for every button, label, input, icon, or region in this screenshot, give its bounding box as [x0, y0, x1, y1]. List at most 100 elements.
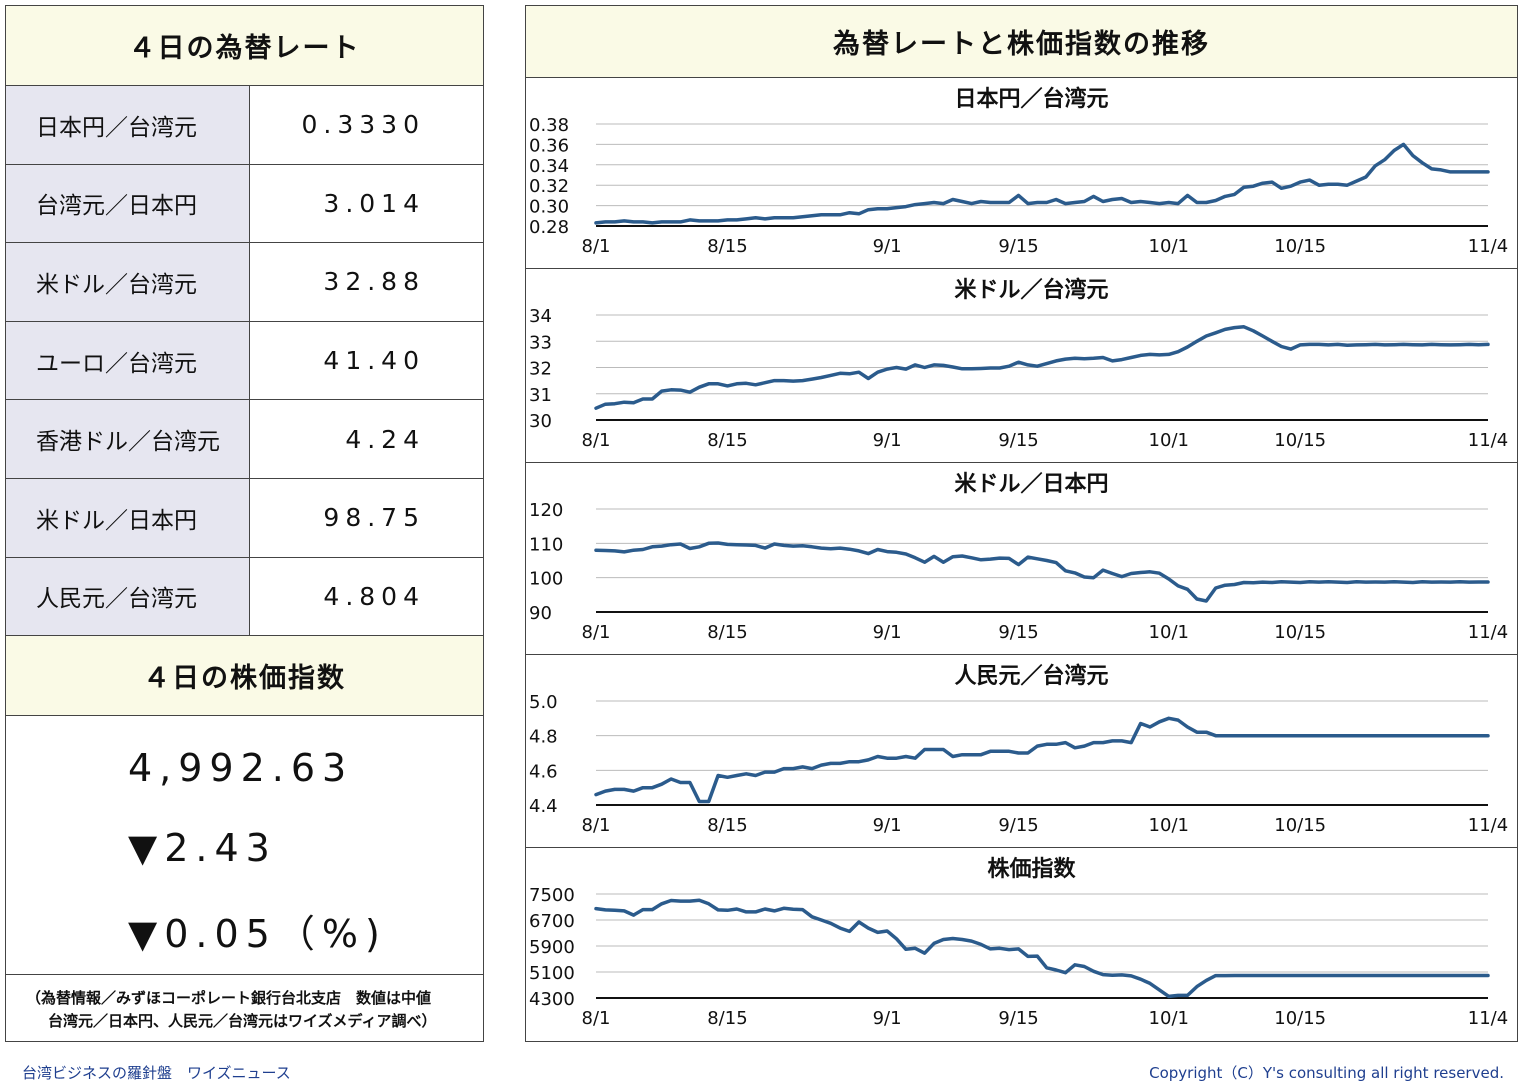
y-tick-label: 4300 [529, 989, 575, 1010]
x-tick-label: 8/15 [707, 236, 747, 257]
y-tick-label: 120 [529, 500, 563, 521]
chart-5: 株価指数 7500 6700 5900 5100 4300 8/1 8/15 9/1 9/15 10… [526, 848, 1517, 1041]
x-tick-label: 10/1 [1149, 815, 1189, 836]
rate-label: 米ドル／台湾元 [6, 243, 250, 321]
x-tick-label: 9/1 [873, 1008, 902, 1029]
x-tick-label: 8/15 [707, 1008, 747, 1029]
rate-row: 米ドル／日本円 98.75 [6, 478, 483, 558]
x-tick-label: 8/1 [582, 430, 611, 451]
x-tick-label: 10/15 [1274, 430, 1326, 451]
chart-3: 米ドル／日本円 120 110 100 90 8/1 8/15 9/1 9/15 10/1 10/1… [526, 463, 1517, 655]
x-tick-label: 9/15 [998, 430, 1038, 451]
y-tick-label: 5.0 [529, 692, 558, 713]
rate-row: 日本円／台湾元 0.3330 [6, 86, 483, 165]
y-tick-label: 90 [529, 603, 552, 624]
y-tick-label: 100 [529, 569, 563, 590]
x-tick-label: 8/1 [582, 622, 611, 643]
stock-body: 4,992.63 ▼2.43 ▼0.05（%) [6, 716, 483, 976]
rates-title: ４日の為替レート [6, 6, 483, 86]
series-line [594, 541, 1490, 603]
rates-panel: ４日の為替レート 日本円／台湾元 0.3330 台湾元／日本円 3.014 米ドル／台湾… [5, 5, 484, 1042]
x-tick-label: 9/15 [998, 236, 1038, 257]
x-tick-label: 8/1 [582, 236, 611, 257]
rate-value: 4.804 [323, 581, 425, 611]
x-tick-label: 10/1 [1149, 430, 1189, 451]
stock-change: ▼2.43 [128, 826, 277, 871]
rate-label: 台湾元／日本円 [6, 164, 250, 243]
y-tick-label: 0.36 [529, 135, 569, 156]
rate-row: ユーロ／台湾元 41.40 [6, 321, 483, 401]
stock-index-value: 4,992.63 [128, 746, 354, 791]
chart-svg: 米ドル／台湾元 34 33 32 31 30 8/1 8/15 9/1 9/15 10/1 10/15… [529, 277, 1508, 451]
rate-label: 米ドル／日本円 [6, 478, 250, 557]
source-note-line2: 台湾元／日本円、人民元／台湾元はワイズメディア調べ） [48, 1012, 437, 1031]
stock-change-pct: ▼0.05（%) [128, 912, 387, 957]
y-tick-label: 6700 [529, 911, 575, 932]
footer-brand: 台湾ビジネスの羅針盤 ワイズニュース [22, 1064, 291, 1082]
y-tick-label: 0.28 [529, 217, 569, 238]
y-tick-label: 4.6 [529, 761, 558, 782]
x-tick-label: 9/15 [998, 1008, 1038, 1029]
series-line [594, 325, 1490, 410]
footer-copyright: Copyright（C）Y's consulting all right res… [1149, 1064, 1504, 1082]
y-tick-label: 0.38 [529, 115, 569, 136]
y-tick-label: 4.8 [529, 727, 558, 748]
chart-4: 人民元／台湾元 5.0 4.8 4.6 4.4 8/1 8/15 9/1 9/15 10/1 10/… [526, 655, 1517, 848]
x-tick-label: 10/15 [1274, 236, 1326, 257]
charts-panel: 為替レートと株価指数の推移 日本円／台湾元 0.38 0.36 0.34 0.32 0.3… [525, 5, 1518, 1042]
charts-title: 為替レートと株価指数の推移 [526, 6, 1517, 78]
y-tick-label: 5100 [529, 963, 575, 984]
chart-title: 日本円／台湾元 [954, 86, 1108, 112]
y-tick-label: 34 [529, 306, 552, 327]
chart-svg: 米ドル／日本円 120 110 100 90 8/1 8/15 9/1 9/15 10/1 10/1… [529, 472, 1508, 643]
x-tick-label: 8/15 [707, 815, 747, 836]
rates-table: 日本円／台湾元 0.3330 台湾元／日本円 3.014 米ドル／台湾元 32.88 ユーロ… [6, 86, 483, 637]
x-tick-label: 10/1 [1149, 236, 1189, 257]
y-tick-label: 7500 [529, 885, 575, 906]
x-tick-label: 10/1 [1149, 1008, 1189, 1029]
chart-2: 米ドル／台湾元 34 33 32 31 30 8/1 8/15 9/1 9/15 10/1 10/15… [526, 269, 1517, 463]
rate-value: 3.014 [323, 188, 425, 218]
x-tick-label: 11/4 [1468, 236, 1508, 257]
chart-title: 人民元／台湾元 [954, 663, 1108, 689]
x-tick-label: 11/4 [1468, 1008, 1508, 1029]
rate-row: 台湾元／日本円 3.014 [6, 164, 483, 244]
x-tick-label: 11/4 [1468, 815, 1508, 836]
rate-label: 日本円／台湾元 [6, 86, 250, 164]
chart-title: 株価指数 [987, 856, 1076, 882]
x-tick-label: 8/15 [707, 430, 747, 451]
x-tick-label: 10/15 [1274, 815, 1326, 836]
y-tick-label: 5900 [529, 937, 575, 958]
y-tick-label: 32 [529, 359, 552, 380]
rate-value: 32.88 [323, 267, 425, 297]
x-tick-label: 11/4 [1468, 430, 1508, 451]
rate-label: ユーロ／台湾元 [6, 321, 250, 400]
stock-title: ４日の株価指数 [6, 636, 483, 717]
source-note-line1: （為替情報／みずほコーポレート銀行台北支店 数値は中値 [26, 989, 432, 1008]
y-tick-label: 31 [529, 385, 552, 406]
y-tick-label: 33 [529, 332, 552, 353]
x-tick-label: 9/1 [873, 815, 902, 836]
rate-row: 香港ドル／台湾元 4.24 [6, 400, 483, 479]
x-tick-label: 10/15 [1274, 1008, 1326, 1029]
x-tick-label: 10/15 [1274, 622, 1326, 643]
x-tick-label: 8/1 [582, 1008, 611, 1029]
chart-1: 日本円／台湾元 0.38 0.36 0.34 0.32 0.30 0.28 8/1 8/15 9/… [526, 78, 1517, 269]
x-tick-label: 11/4 [1468, 622, 1508, 643]
x-tick-label: 9/1 [873, 430, 902, 451]
series-line [594, 142, 1490, 225]
x-tick-label: 10/1 [1149, 622, 1189, 643]
rate-label: 香港ドル／台湾元 [6, 400, 250, 478]
rate-value: 41.40 [323, 346, 425, 376]
rate-row: 米ドル／台湾元 32.88 [6, 243, 483, 322]
y-tick-label: 0.34 [529, 156, 569, 177]
y-tick-label: 30 [529, 411, 552, 432]
rate-row: 人民元／台湾元 4.804 [6, 557, 483, 637]
y-tick-label: 110 [529, 534, 563, 555]
y-tick-label: 0.32 [529, 176, 569, 197]
x-tick-label: 8/1 [582, 815, 611, 836]
y-tick-label: 0.30 [529, 197, 569, 218]
chart-svg: 株価指数 7500 6700 5900 5100 4300 8/1 8/15 9/1 9/15 10… [529, 856, 1508, 1029]
chart-svg: 人民元／台湾元 5.0 4.8 4.6 4.4 8/1 8/15 9/1 9/15 10/1 10/… [529, 663, 1508, 836]
rate-value: 0.3330 [301, 110, 425, 140]
